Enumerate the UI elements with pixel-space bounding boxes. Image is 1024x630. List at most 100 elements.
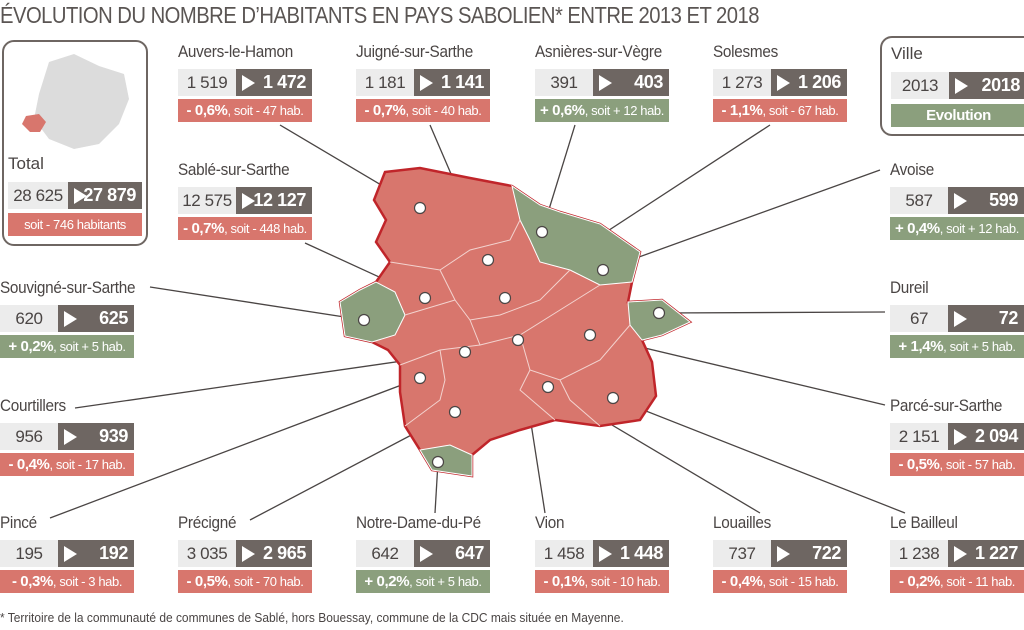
commune-pin [448, 405, 462, 419]
commune-pin [583, 328, 597, 342]
total-box: Total 28 625 27 879 soit - 746 habitants [2, 40, 148, 246]
change-count: , soit + 12 hab. [939, 221, 1020, 236]
value-2018: 12 127 [253, 190, 306, 210]
value-2013: 587 [890, 187, 948, 214]
value-2018: 72 [998, 308, 1019, 328]
value-2013: 1 519 [178, 69, 236, 96]
change-count: , soit + 5 hab. [409, 574, 482, 589]
change-count: , soit + 5 hab. [943, 339, 1016, 354]
change-percent: - 0,7% [183, 220, 225, 237]
legend-box: Ville 2013 2018 Evolution [880, 36, 1024, 136]
commune-card: Avoise 587 599 + 0,4%, soit + 12 hab. [890, 160, 1024, 240]
legend-evolution: Evolution [891, 104, 1024, 127]
change-count: , soit - 40 hab. [405, 103, 482, 118]
commune-card: Courtillers 956 939 - 0,4%, soit - 17 ha… [0, 396, 134, 476]
arrow-right-icon [777, 546, 790, 562]
commune-card: Le Bailleul 1 238 1 227 - 0,2%, soit - 1… [890, 513, 1024, 593]
value-2013: 391 [535, 69, 593, 96]
commune-card: Louailles 737 722 - 0,4%, soit - 15 hab. [713, 513, 847, 593]
commune-card: Solesmes 1 273 1 206 - 1,1%, soit - 67 h… [713, 42, 847, 122]
change-badge: - 0,5%, soit - 70 hab. [178, 570, 312, 593]
total-2018: 27 879 [83, 185, 136, 205]
commune-pin [413, 201, 427, 215]
change-count: , soit - 3 hab. [52, 574, 123, 589]
value-2013: 67 [890, 305, 948, 332]
change-badge: - 0,1%, soit - 10 hab. [535, 570, 669, 593]
change-percent: - 0,7% [364, 102, 406, 119]
commune-name: Le Bailleul [890, 513, 958, 532]
commune-card: Dureil 67 72 + 1,4%, soit + 5 hab. [890, 278, 1024, 358]
total-change: soit - 746 habitants [8, 213, 142, 236]
commune-name: Louailles [713, 513, 771, 532]
arrow-right-icon [954, 546, 967, 562]
change-count: , soit - 17 hab. [49, 457, 126, 472]
arrow-right-icon [599, 75, 612, 91]
change-count: , soit - 67 hab. [762, 103, 839, 118]
commune-pin [357, 313, 371, 327]
value-2013: 737 [713, 540, 771, 567]
leader-line [49, 377, 421, 519]
change-percent: + 0,6% [540, 102, 585, 119]
commune-card: Précigné 3 035 2 965 - 0,5%, soit - 70 h… [178, 513, 312, 593]
change-count: , soit + 12 hab. [584, 103, 665, 118]
commune-pin [541, 380, 555, 394]
commune-card: Pincé 195 192 - 0,3%, soit - 3 hab. [0, 513, 134, 593]
change-percent: - 1,1% [721, 102, 763, 119]
change-badge: - 0,3%, soit - 3 hab. [0, 570, 134, 593]
total-label: Total [8, 154, 44, 173]
commune-pin [606, 391, 620, 405]
value-2013: 642 [356, 540, 414, 567]
change-count: , soit + 5 hab. [53, 339, 126, 354]
page-title: ÉVOLUTION DU NOMBRE D’HABITANTS EN PAYS … [0, 2, 759, 28]
change-percent: + 0,2% [364, 573, 410, 590]
arrow-right-icon [954, 429, 967, 445]
value-2018: 939 [99, 426, 128, 446]
arrow-right-icon [420, 75, 433, 91]
commune-pin [418, 291, 432, 305]
change-percent: - 0,5% [186, 573, 228, 590]
commune-pin [498, 291, 512, 305]
value-2013: 12 575 [178, 187, 236, 214]
arrow-right-icon [955, 78, 968, 94]
legend-year-start: 2013 [891, 72, 949, 99]
region-dureil [627, 299, 691, 341]
commune-name: Courtillers [0, 396, 66, 415]
commune-card: Juigné-sur-Sarthe 1 181 1 141 - 0,7%, so… [356, 42, 490, 122]
commune-name: Notre-Dame-du-Pé [356, 513, 481, 532]
arrow-right-icon [74, 188, 87, 204]
change-badge: - 0,6%, soit - 47 hab. [178, 99, 312, 122]
value-2013: 1 273 [713, 69, 771, 96]
value-2018: 1 141 [440, 72, 484, 92]
value-2018: 403 [634, 72, 663, 92]
commune-pin [652, 306, 666, 320]
change-count: , soit - 15 hab. [762, 574, 839, 589]
change-badge: + 0,2%, soit + 5 hab. [356, 570, 490, 593]
commune-name: Dureil [890, 278, 929, 297]
commune-pin [535, 225, 549, 239]
commune-pin [431, 455, 445, 469]
arrow-right-icon [242, 193, 255, 209]
commune-name: Vion [535, 513, 565, 532]
commune-card: Vion 1 458 1 448 - 0,1%, soit - 10 hab. [535, 513, 669, 593]
change-count: , soit - 47 hab. [227, 103, 304, 118]
arrow-right-icon [242, 75, 255, 91]
value-2013: 1 238 [890, 540, 948, 567]
change-percent: - 0,6% [186, 102, 228, 119]
change-badge: + 1,4%, soit + 5 hab. [890, 335, 1024, 358]
change-badge: - 0,4%, soit - 15 hab. [713, 570, 847, 593]
value-2018: 599 [989, 190, 1018, 210]
commune-borders [389, 219, 631, 427]
commune-card: Asnières-sur-Vègre 391 403 + 0,6%, soit … [535, 42, 669, 122]
commune-card: Notre-Dame-du-Pé 642 647 + 0,2%, soit + … [356, 513, 490, 593]
change-percent: - 0,4% [8, 456, 50, 473]
change-badge: - 1,1%, soit - 67 hab. [713, 99, 847, 122]
leader-line [149, 286, 365, 321]
commune-pins [357, 201, 666, 469]
value-2013: 1 458 [535, 540, 593, 567]
commune-card: Auvers-le-Hamon 1 519 1 472 - 0,6%, soit… [178, 42, 312, 122]
change-badge: - 0,4%, soit - 17 hab. [0, 453, 134, 476]
commune-name: Asnières-sur-Vègre [535, 42, 662, 61]
value-2018: 1 472 [262, 72, 306, 92]
change-count: , soit - 10 hab. [584, 574, 661, 589]
value-2018: 1 206 [797, 72, 841, 92]
